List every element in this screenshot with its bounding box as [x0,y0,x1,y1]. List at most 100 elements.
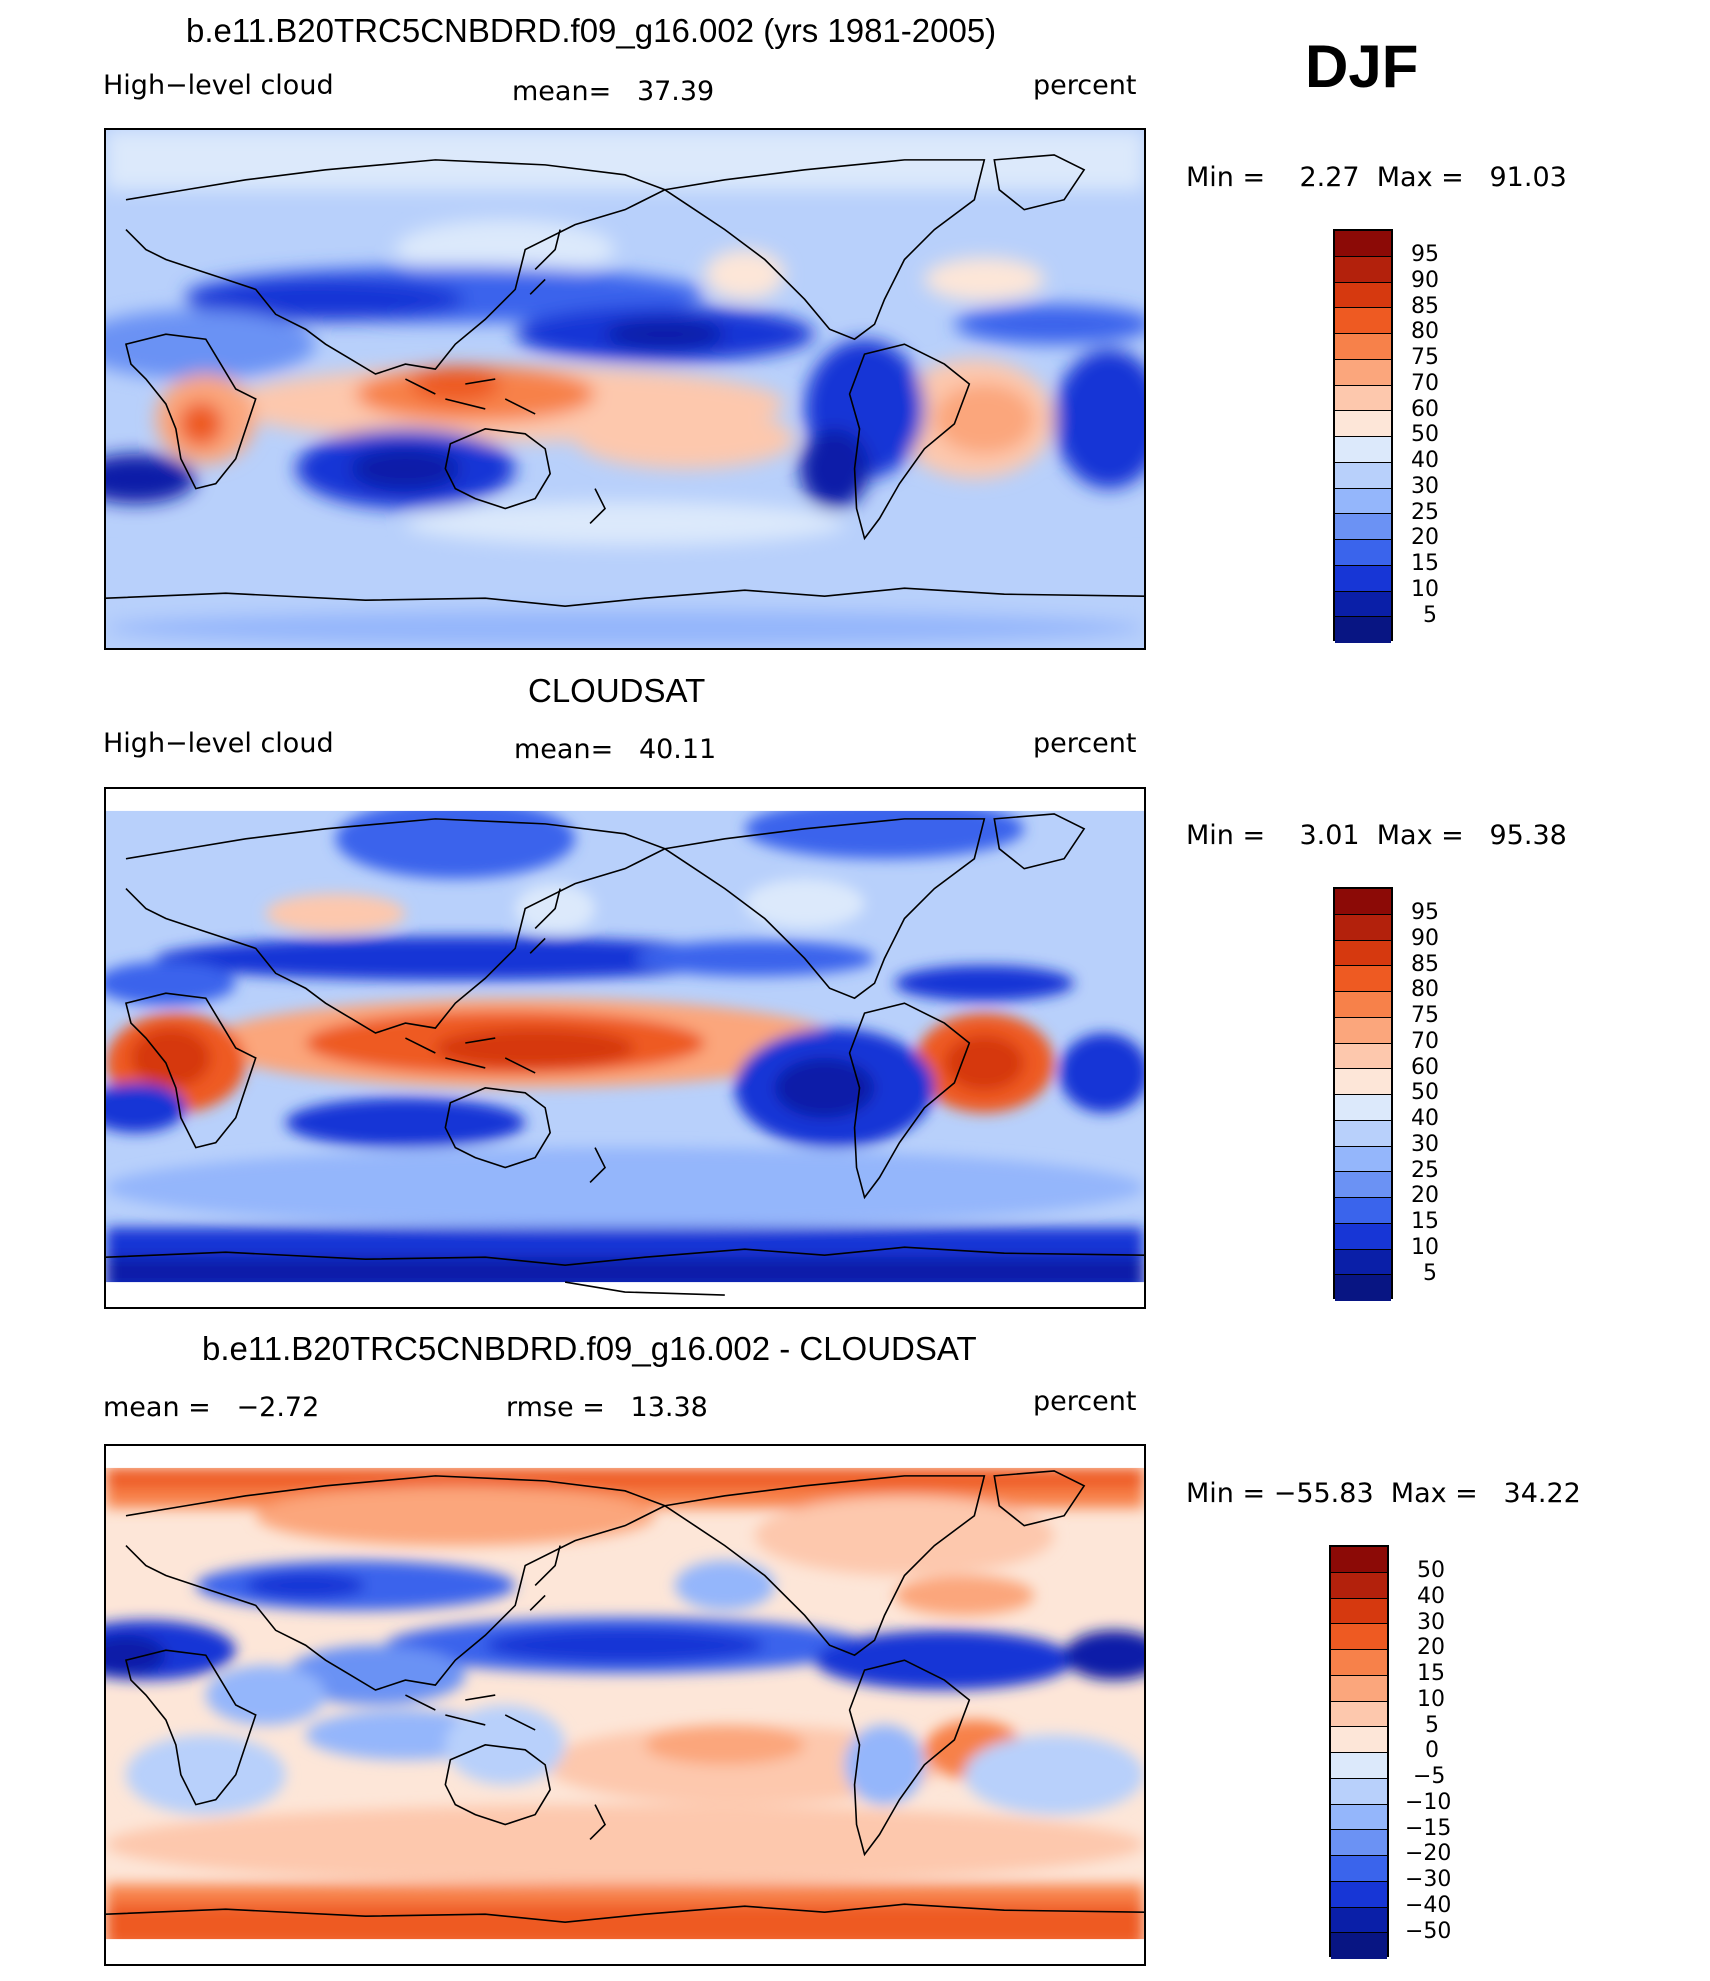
cbar1-tick: 40 [1411,448,1439,473]
cbar1-swatch [1335,256,1391,283]
cbar1-tick: 5 [1423,603,1437,628]
panel1-map [104,128,1146,650]
cbar2-tick: 90 [1411,926,1439,951]
cbar3-swatch [1331,1907,1387,1934]
panel2-map [104,787,1146,1309]
panel2-left-label: High−level cloud [103,728,334,759]
cbar3-swatch [1331,1598,1387,1625]
cbar1-swatch [1335,308,1391,334]
panel3-title: b.e11.B20TRC5CNBDRD.f09_g16.002 - CLOUDS… [202,1330,977,1367]
cbar2-swatch [1335,1043,1391,1070]
cbar3-swatch [1331,1675,1387,1702]
cbar2-swatch [1335,1017,1391,1044]
cbar1-swatch [1335,462,1391,489]
cbar2-tick: 30 [1411,1132,1439,1157]
panel2-units-label: percent [1033,728,1137,759]
cbar1-swatch [1335,488,1391,515]
cbar2-tick: 20 [1411,1183,1439,1208]
panel3-mean-label: mean = −2.72 [103,1392,320,1423]
cbar2-tick: 75 [1411,1003,1439,1028]
panel3-colorbar [1329,1545,1389,1959]
panel3-map [104,1444,1146,1966]
cbar2-swatch [1335,889,1391,915]
cbar3-tick: −10 [1405,1790,1452,1815]
cbar1-tick: 70 [1411,371,1439,396]
cbar3-tick: 40 [1417,1584,1445,1609]
cbar1-swatch [1335,540,1391,566]
cbar3-tick: −20 [1405,1841,1452,1866]
cbar3-swatch [1331,1933,1387,1959]
cbar3-tick: 5 [1425,1713,1439,1738]
panel2-colorbar [1333,887,1393,1301]
cbar2-tick: 60 [1411,1055,1439,1080]
cbar2-tick: 50 [1411,1080,1439,1105]
cbar1-swatch [1335,411,1391,437]
cbar3-swatch [1331,1804,1387,1831]
cbar3-tick: 50 [1417,1558,1445,1583]
cbar3-tick: 0 [1425,1738,1439,1763]
cbar3-swatch [1331,1778,1387,1805]
cbar2-swatch [1335,1223,1391,1250]
cbar2-tick: 85 [1411,952,1439,977]
cbar1-tick: 25 [1411,500,1439,525]
panel1-left-label: High−level cloud [103,70,334,101]
cbar3-swatch [1331,1856,1387,1882]
cbar1-swatch [1335,282,1391,309]
cbar2-tick: 95 [1411,900,1439,925]
cbar1-swatch [1335,565,1391,592]
cbar1-swatch [1335,617,1391,643]
cbar2-swatch [1335,1172,1391,1198]
cbar3-swatch [1331,1727,1387,1753]
cbar3-tick: −50 [1405,1919,1452,1944]
cbar3-tick: 30 [1417,1610,1445,1635]
cbar1-tick: 60 [1411,397,1439,422]
cbar1-swatch [1335,359,1391,386]
cbar2-tick: 15 [1411,1209,1439,1234]
cbar1-swatch [1335,591,1391,618]
cbar3-swatch [1331,1572,1387,1599]
panel2-title: CLOUDSAT [528,672,706,709]
cbar1-tick: 50 [1411,422,1439,447]
panel1-mean-label: mean= 37.39 [512,76,715,107]
cbar2-tick: 10 [1411,1235,1439,1260]
cbar1-tick: 15 [1411,551,1439,576]
cbar1-swatch [1335,385,1391,412]
cbar1-swatch [1335,514,1391,540]
panel2-minmax: Min = 3.01 Max = 95.38 [1186,820,1567,851]
cbar1-swatch [1335,334,1391,360]
cbar2-swatch [1335,966,1391,992]
season-label: DJF [1305,33,1419,100]
cbar2-swatch [1335,1249,1391,1276]
cbar1-tick: 85 [1411,294,1439,319]
cbar2-swatch [1335,1146,1391,1173]
cbar2-swatch [1335,1120,1391,1147]
cbar2-swatch [1335,914,1391,941]
cbar1-tick: 90 [1411,268,1439,293]
cbar1-tick: 10 [1411,577,1439,602]
cbar2-tick: 70 [1411,1029,1439,1054]
cbar1-tick: 30 [1411,474,1439,499]
cbar1-tick: 20 [1411,525,1439,550]
cbar3-tick: 15 [1417,1661,1445,1686]
cbar3-swatch [1331,1881,1387,1908]
cbar2-swatch [1335,1069,1391,1095]
cbar3-tick: 20 [1417,1635,1445,1660]
cbar2-tick: 80 [1411,977,1439,1002]
cbar2-swatch [1335,1095,1391,1121]
cbar3-tick: −30 [1405,1867,1452,1892]
panel3-minmax: Min = −55.83 Max = 34.22 [1186,1478,1581,1509]
cbar1-swatch [1335,437,1391,463]
panel1-title: b.e11.B20TRC5CNBDRD.f09_g16.002 (yrs 198… [186,12,997,49]
cbar2-swatch [1335,940,1391,967]
cbar3-swatch [1331,1830,1387,1856]
cbar1-swatch [1335,231,1391,257]
cbar3-swatch [1331,1753,1387,1779]
cbar3-tick: 10 [1417,1687,1445,1712]
cbar3-swatch [1331,1650,1387,1676]
panel1-minmax: Min = 2.27 Max = 91.03 [1186,162,1567,193]
cbar2-tick: 40 [1411,1106,1439,1131]
panel1-units-label: percent [1033,70,1137,101]
panel3-units-label: percent [1033,1386,1137,1417]
cbar2-swatch [1335,992,1391,1018]
cbar3-tick: −15 [1405,1816,1452,1841]
